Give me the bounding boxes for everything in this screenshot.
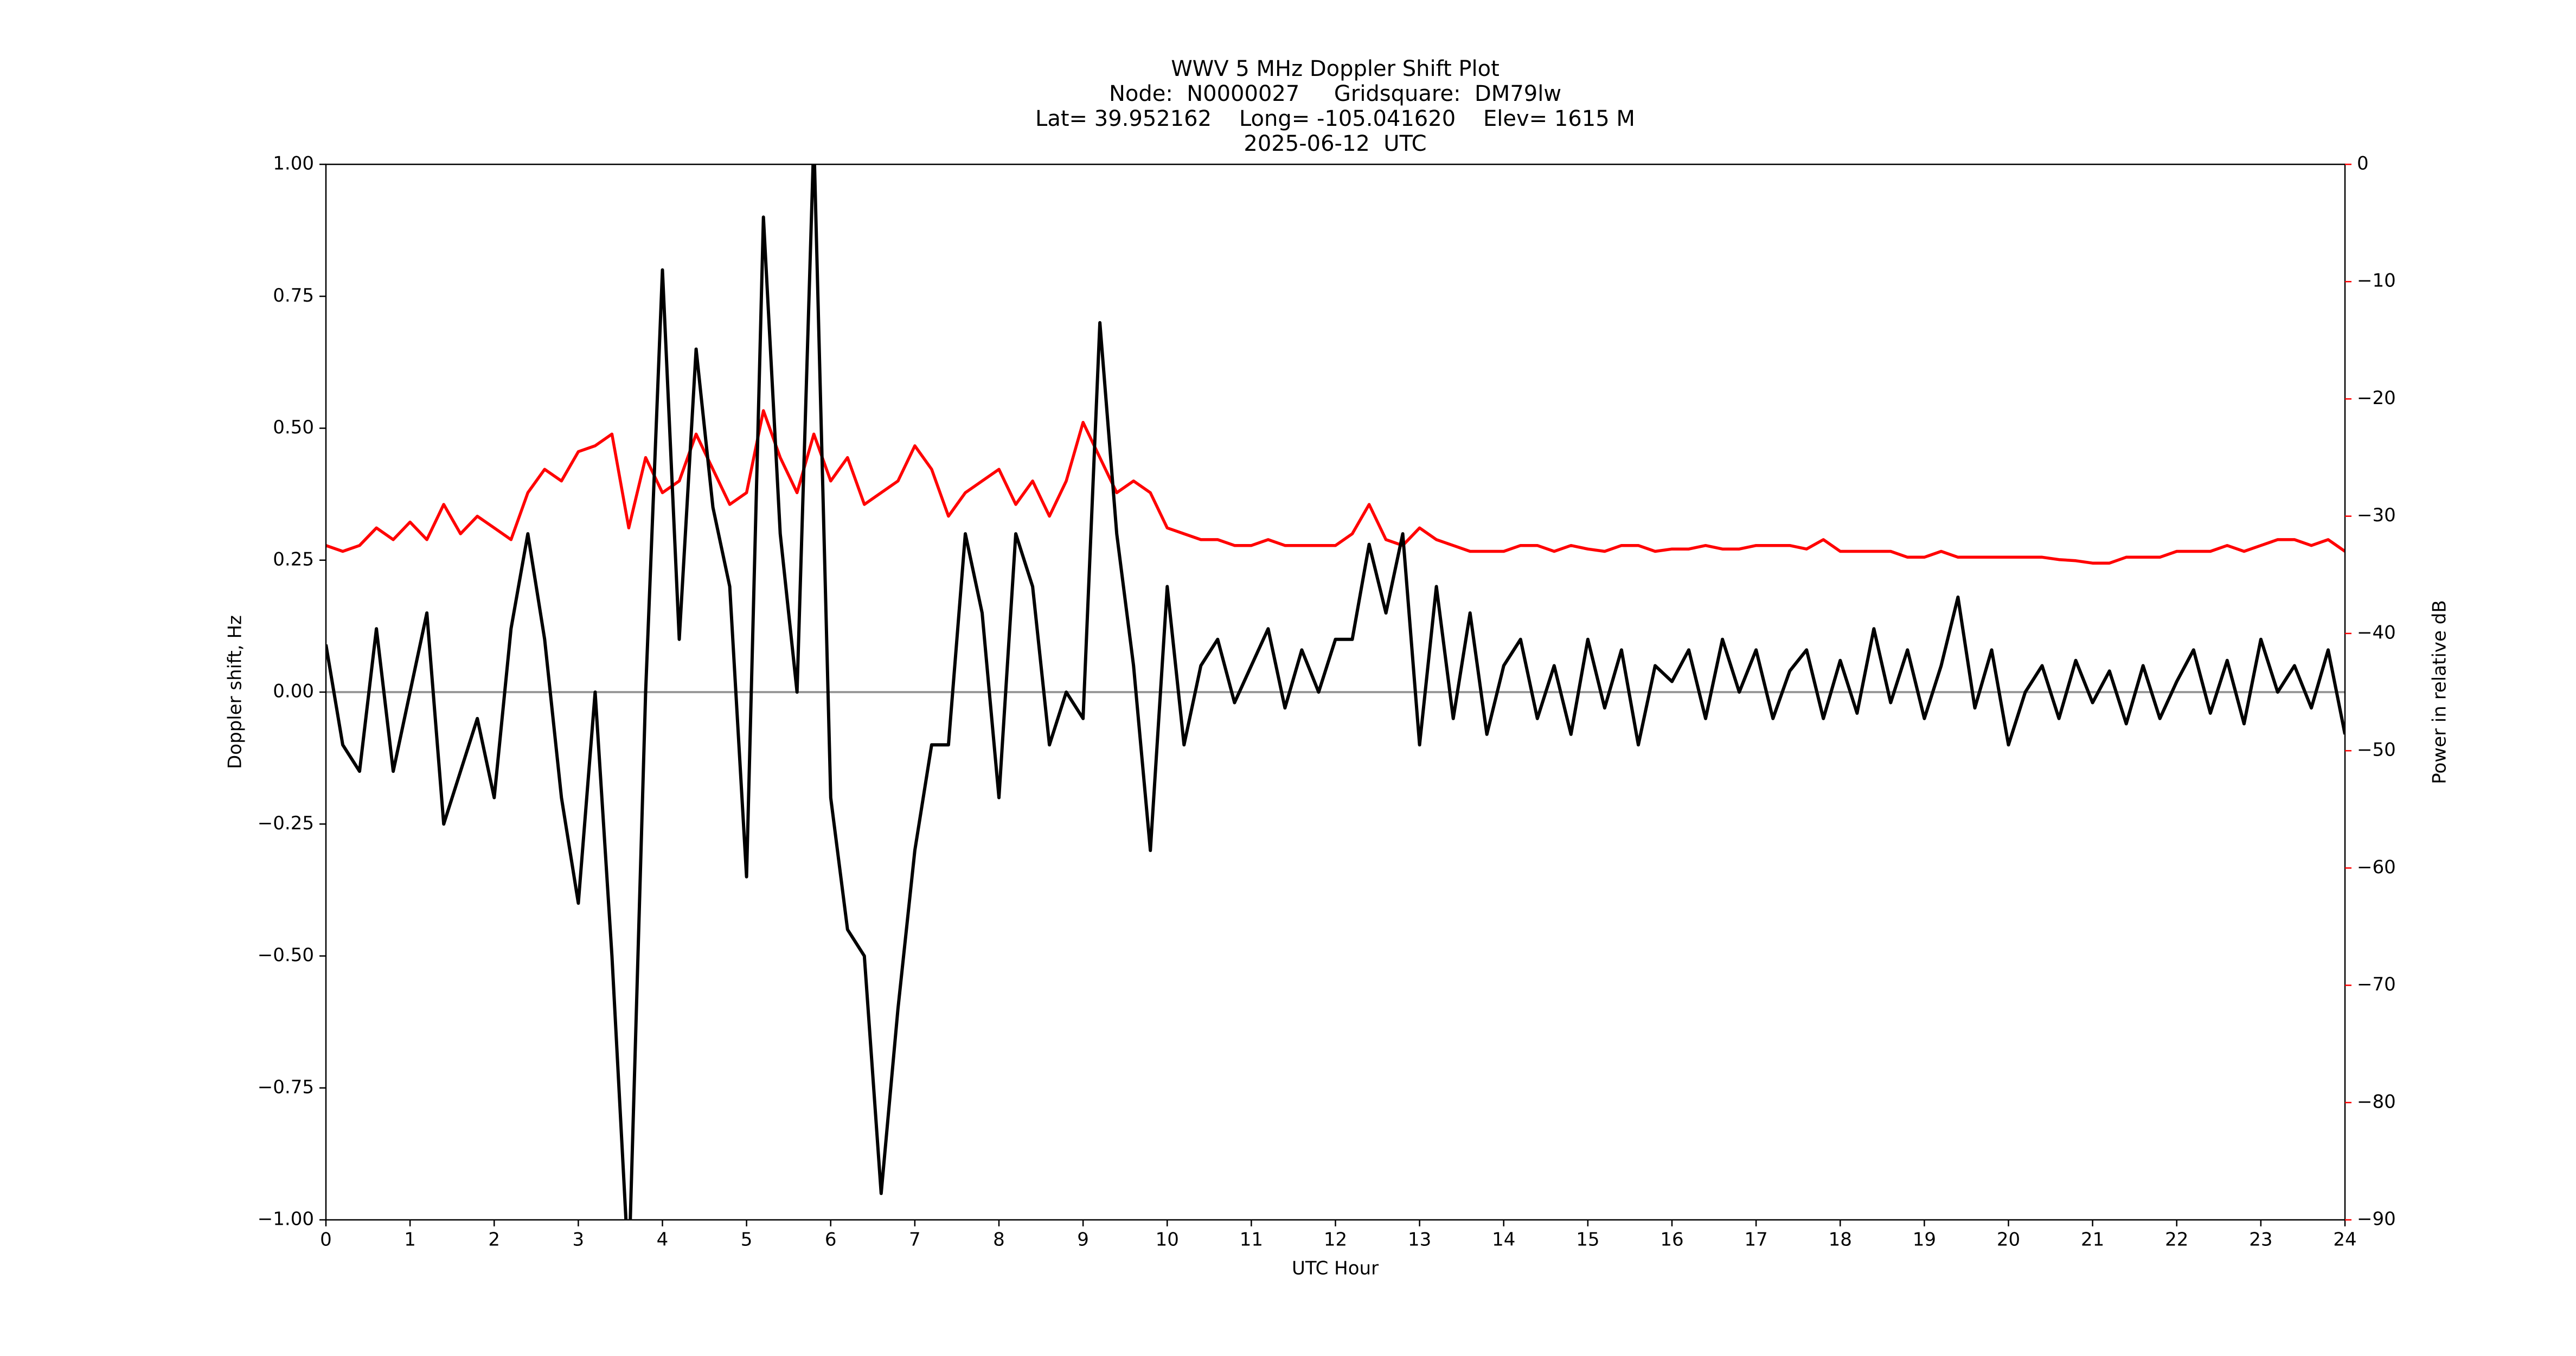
x-tick-label: 13 (1408, 1229, 1431, 1251)
y-tick-label: 0.00 (273, 681, 314, 702)
x-tick-label: 15 (1576, 1229, 1599, 1251)
y-tick-label: 0.50 (273, 417, 314, 438)
y2-tick-label: −70 (2357, 974, 2396, 995)
y2-tick-label: −50 (2357, 739, 2396, 761)
y-tick-label: −1.00 (258, 1208, 314, 1230)
y2-tick-label: 0 (2357, 153, 2369, 175)
y2-tick-label: −80 (2357, 1091, 2396, 1112)
x-tick-label: 9 (1077, 1229, 1089, 1251)
x-tick-label: 5 (741, 1229, 753, 1251)
x-tick-label: 18 (1829, 1229, 1852, 1251)
x-tick-label: 0 (320, 1229, 332, 1251)
chart-subtitle: Lat= 39.952162 Long= -105.041620 Elev= 1… (1035, 106, 1635, 131)
x-tick-label: 20 (1997, 1229, 2020, 1251)
x-tick-label: 22 (2165, 1229, 2188, 1251)
y-tick-label: 0.25 (273, 548, 314, 570)
y-tick-label: −0.75 (258, 1076, 314, 1098)
y2-tick-label: −10 (2357, 270, 2396, 292)
y2-tick-label: −40 (2357, 622, 2396, 643)
y2-tick-label: −20 (2357, 387, 2396, 409)
y2-tick-label: −30 (2357, 504, 2396, 526)
chart-title: WWV 5 MHz Doppler Shift Plot (1171, 56, 1500, 81)
y-tick-label: −0.50 (258, 944, 314, 966)
y-tick-label: −0.25 (258, 813, 314, 834)
y2-tick-label: −60 (2357, 856, 2396, 878)
data-line (326, 409, 2345, 565)
x-tick-label: 14 (1492, 1229, 1515, 1251)
x-tick-label: 7 (909, 1229, 921, 1251)
x-tick-label: 12 (1324, 1229, 1347, 1251)
x-tick-label: 21 (2081, 1229, 2104, 1251)
y2-tick-label: −90 (2357, 1208, 2396, 1230)
chart-subtitle: Node: N0000027 Gridsquare: DM79lw (1109, 81, 1561, 106)
x-tick-label: 23 (2249, 1229, 2272, 1251)
x-tick-label: 8 (993, 1229, 1005, 1251)
chart-subtitle: 2025-06-12 UTC (1244, 131, 1426, 156)
x-tick-label: 16 (1660, 1229, 1683, 1251)
x-tick-label: 3 (573, 1229, 585, 1251)
x-tick-label: 6 (825, 1229, 837, 1251)
x-tick-label: 17 (1744, 1229, 1767, 1251)
y2-axis-label: Power in relative dB (2429, 600, 2451, 784)
y-tick-label: 1.00 (273, 153, 314, 175)
x-tick-label: 11 (1240, 1229, 1263, 1251)
x-tick-label: 2 (488, 1229, 500, 1251)
x-tick-label: 10 (1156, 1229, 1179, 1251)
x-tick-label: 24 (2333, 1229, 2356, 1251)
x-tick-label: 19 (1913, 1229, 1936, 1251)
y-tick-label: 0.75 (273, 285, 314, 306)
x-tick-label: 1 (404, 1229, 416, 1251)
x-axis-label: UTC Hour (1292, 1258, 1379, 1280)
y-axis-label: Doppler shift, Hz (225, 615, 246, 769)
x-tick-label: 4 (657, 1229, 669, 1251)
data-line (326, 164, 2345, 1220)
